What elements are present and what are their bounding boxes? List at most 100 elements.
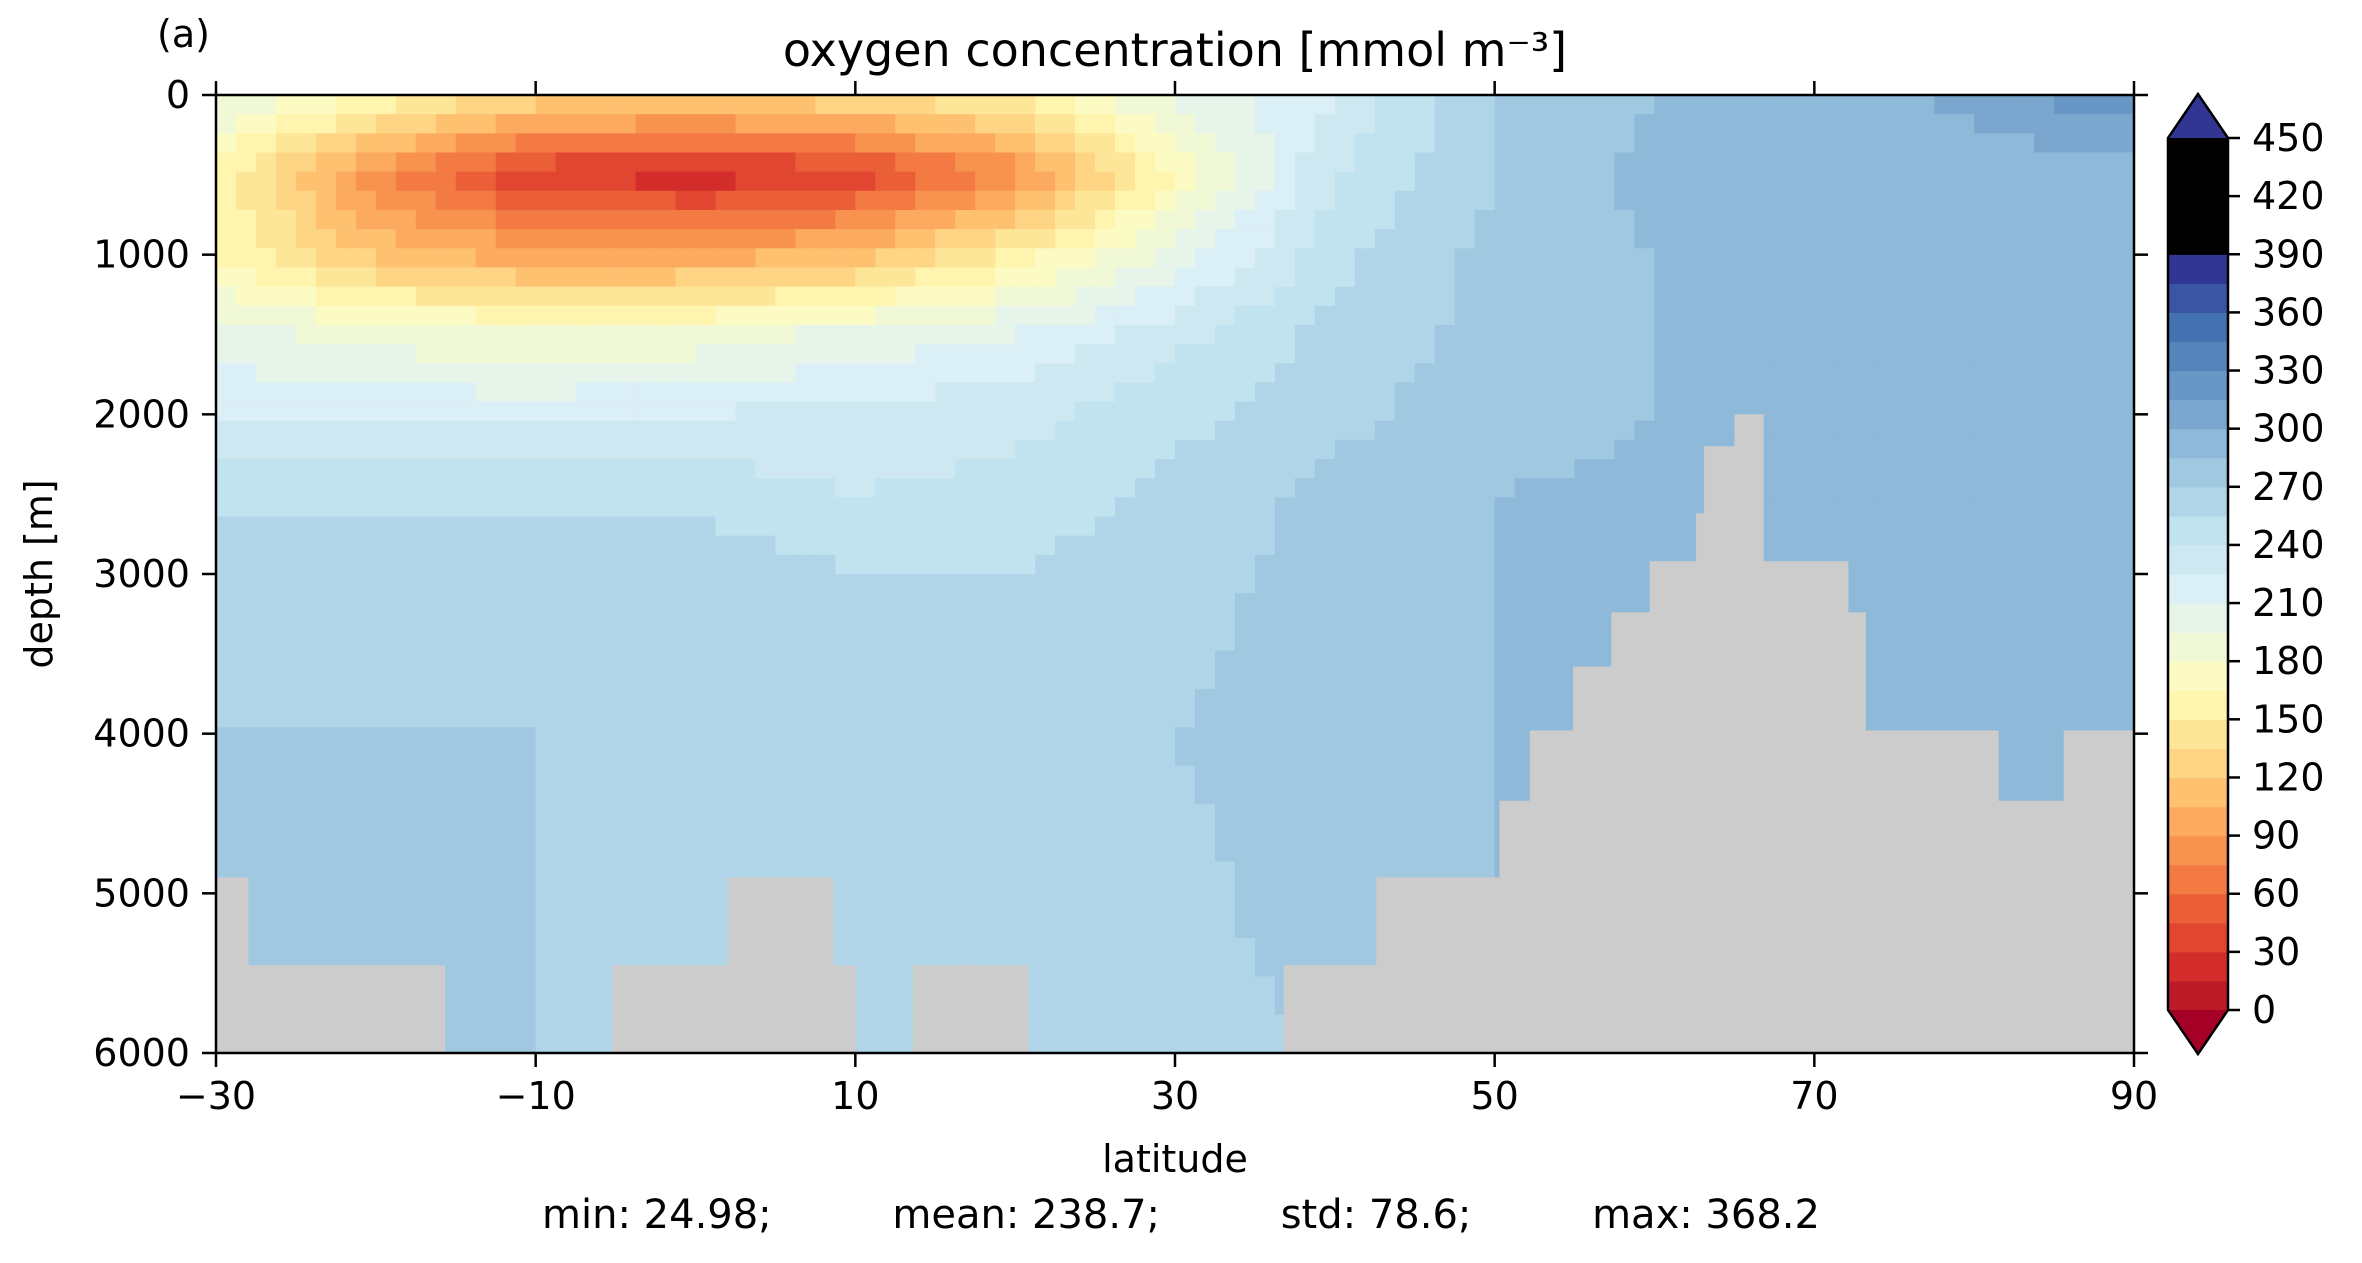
heatmap-cell bbox=[1614, 344, 1636, 364]
heatmap-cell bbox=[535, 669, 557, 690]
heatmap-cell bbox=[275, 593, 297, 613]
heatmap-cell bbox=[435, 190, 457, 211]
heatmap-cell bbox=[1234, 727, 1256, 748]
heatmap-cell bbox=[1694, 190, 1716, 211]
heatmap-cell bbox=[735, 459, 757, 479]
heatmap-cell bbox=[1494, 286, 1516, 307]
heatmap-cell bbox=[1155, 918, 1176, 939]
heatmap-cell bbox=[1774, 535, 1795, 556]
heatmap-cell bbox=[895, 248, 916, 269]
heatmap-cell bbox=[255, 248, 277, 269]
heatmap-cell bbox=[1834, 439, 1855, 460]
heatmap-cell bbox=[1175, 746, 1196, 767]
heatmap-cell bbox=[535, 344, 557, 364]
heatmap-cell bbox=[2114, 631, 2134, 652]
heatmap-cell bbox=[1294, 938, 1316, 958]
heatmap-cell bbox=[1354, 363, 1376, 383]
heatmap-cell bbox=[1234, 842, 1256, 862]
heatmap-cell bbox=[2034, 305, 2055, 326]
heatmap-cell bbox=[515, 497, 537, 518]
heatmap-cell bbox=[1254, 631, 1276, 652]
heatmap-cell bbox=[235, 401, 257, 422]
colorbar-segment bbox=[2168, 544, 2228, 575]
heatmap-cell bbox=[1414, 267, 1436, 288]
heatmap-cell bbox=[2114, 133, 2134, 154]
colorbar-segment bbox=[2168, 806, 2228, 837]
heatmap-cell bbox=[1175, 899, 1196, 920]
heatmap-cell bbox=[1574, 229, 1596, 249]
heatmap-cell bbox=[255, 95, 277, 115]
heatmap-cell bbox=[1115, 784, 1136, 805]
heatmap-cell bbox=[1354, 248, 1376, 269]
heatmap-cell bbox=[995, 305, 1016, 326]
heatmap-cell bbox=[495, 363, 517, 383]
heatmap-cell bbox=[675, 305, 697, 326]
heatmap-cell bbox=[1994, 305, 2015, 326]
heatmap-cell bbox=[1854, 363, 1875, 383]
heatmap-cell bbox=[515, 631, 537, 652]
heatmap-cell bbox=[2094, 497, 2115, 518]
heatmap-cell bbox=[855, 765, 876, 786]
heatmap-cell bbox=[1234, 957, 1256, 977]
heatmap-cell bbox=[1214, 593, 1236, 613]
heatmap-cell bbox=[1075, 708, 1096, 728]
heatmap-cell bbox=[495, 459, 517, 479]
heatmap-cell bbox=[2074, 439, 2095, 460]
heatmap-cell bbox=[1234, 593, 1256, 613]
heatmap-cell bbox=[375, 765, 397, 786]
heatmap-cell bbox=[1514, 688, 1536, 709]
heatmap-cell bbox=[935, 554, 956, 575]
heatmap-cell bbox=[1754, 267, 1775, 288]
heatmap-cell bbox=[1934, 439, 1955, 460]
heatmap-cell bbox=[235, 209, 257, 230]
heatmap-cell bbox=[1135, 1014, 1156, 1035]
heatmap-cell bbox=[1075, 363, 1096, 383]
heatmap-cell bbox=[635, 305, 657, 326]
heatmap-cell bbox=[975, 171, 996, 192]
heatmap-cell bbox=[655, 746, 677, 767]
heatmap-cell bbox=[515, 420, 537, 441]
heatmap-cell bbox=[495, 439, 517, 460]
heatmap-cell bbox=[1694, 114, 1716, 134]
heatmap-cell bbox=[495, 114, 517, 134]
heatmap-cell bbox=[1954, 401, 1975, 422]
heatmap-cell bbox=[1434, 133, 1456, 154]
heatmap-cell bbox=[675, 880, 697, 901]
heatmap-cell bbox=[415, 401, 437, 422]
colorbar-tick-label: 450 bbox=[2252, 116, 2325, 160]
heatmap-cell bbox=[2114, 593, 2134, 613]
heatmap-cell bbox=[495, 209, 517, 230]
heatmap-cell bbox=[235, 267, 257, 288]
heatmap-cell bbox=[455, 593, 477, 613]
heatmap-cell bbox=[435, 880, 457, 901]
heatmap-cell bbox=[375, 209, 397, 230]
heatmap-cell bbox=[415, 842, 437, 862]
heatmap-cell bbox=[495, 420, 517, 441]
heatmap-cell bbox=[455, 842, 477, 862]
heatmap-cell bbox=[1774, 324, 1795, 345]
heatmap-cell bbox=[1055, 478, 1076, 498]
heatmap-cell bbox=[1714, 95, 1736, 115]
heatmap-cell bbox=[216, 631, 237, 652]
heatmap-cell bbox=[1035, 95, 1056, 115]
heatmap-cell bbox=[295, 631, 317, 652]
colorbar-segment bbox=[2168, 893, 2228, 924]
heatmap-cell bbox=[835, 401, 856, 422]
heatmap-cell bbox=[1934, 688, 1955, 709]
heatmap-cell bbox=[1654, 286, 1676, 307]
heatmap-cell bbox=[315, 727, 337, 748]
heatmap-cell bbox=[1494, 708, 1516, 728]
heatmap-cell bbox=[315, 229, 337, 249]
heatmap-cell bbox=[1274, 823, 1296, 843]
heatmap-cell bbox=[1474, 95, 1496, 115]
heatmap-cell bbox=[1175, 631, 1196, 652]
heatmap-cell bbox=[355, 401, 377, 422]
heatmap-cell bbox=[555, 554, 577, 575]
heatmap-cell bbox=[1894, 344, 1915, 364]
heatmap-cell bbox=[435, 803, 457, 824]
heatmap-cell bbox=[315, 324, 337, 345]
heatmap-cell bbox=[1954, 152, 1975, 173]
heatmap-cell bbox=[1035, 995, 1056, 1016]
heatmap-cell bbox=[1394, 823, 1416, 843]
heatmap-cell bbox=[1374, 631, 1396, 652]
